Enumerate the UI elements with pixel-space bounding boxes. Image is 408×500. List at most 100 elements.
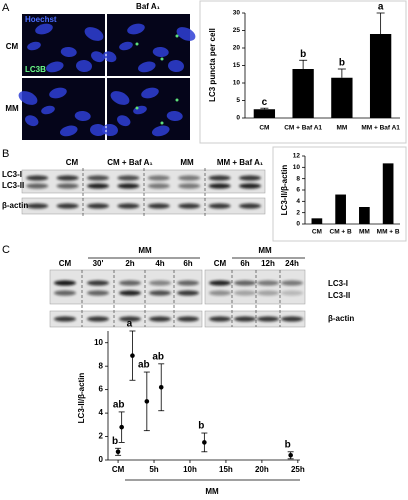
- annotation: ab: [113, 400, 125, 411]
- band: [178, 183, 201, 189]
- puncta: [135, 106, 139, 110]
- point: [115, 449, 121, 455]
- band: [234, 316, 256, 322]
- x-tick-label: 5h: [149, 465, 158, 474]
- puncta: [175, 34, 179, 38]
- y-tick-label: 6: [99, 385, 104, 394]
- band: [257, 316, 279, 322]
- y-tick-label: 10: [233, 80, 241, 87]
- nucleus: [91, 51, 105, 63]
- band: [54, 290, 76, 296]
- nucleus: [84, 27, 104, 41]
- x-tick-label: CM: [112, 465, 125, 474]
- micrograph: [107, 78, 190, 140]
- band: [56, 175, 79, 181]
- y-axis-label: LC3-II/β-actin: [280, 165, 289, 216]
- band: [149, 290, 171, 296]
- puncta: [160, 121, 164, 125]
- x-tick-label: CM: [259, 125, 269, 132]
- y-axis-label: LC3 puncta per cell: [208, 28, 217, 102]
- blot: [204, 269, 306, 305]
- chart-frame: [272, 146, 407, 242]
- nucleus: [127, 23, 145, 35]
- puncta: [160, 57, 164, 61]
- lane-label: CM: [59, 259, 72, 268]
- band: [281, 290, 303, 296]
- band: [117, 175, 140, 181]
- band: [54, 316, 76, 322]
- band: [26, 183, 49, 189]
- panel-label: A: [2, 2, 10, 14]
- band: [26, 203, 49, 209]
- bar: [253, 109, 276, 118]
- lane-label: CM: [214, 259, 227, 268]
- column-header: Baf A₁: [136, 2, 161, 11]
- band: [149, 280, 171, 286]
- nucleus: [41, 105, 55, 115]
- band: [54, 280, 76, 286]
- nucleus: [152, 46, 169, 58]
- nucleus: [74, 110, 91, 122]
- x-tick-label: 15h: [219, 465, 233, 474]
- y-tick-label: 8: [99, 361, 104, 370]
- x-axis-label: MM: [205, 487, 219, 496]
- y-tick-label: 2: [296, 209, 300, 216]
- band: [119, 280, 141, 286]
- x-tick-label: MM: [359, 229, 370, 236]
- chart-frame: [199, 0, 407, 144]
- x-tick-label: CM + B: [330, 229, 353, 236]
- band: [239, 183, 261, 189]
- lane-label: 6h: [183, 259, 192, 268]
- bar: [311, 218, 323, 224]
- x-tick-label: 20h: [255, 465, 269, 474]
- stain-label: LC3B: [25, 65, 46, 74]
- y-tick-label: 4: [99, 408, 104, 417]
- decoration: [18, 14, 306, 328]
- band: [178, 203, 201, 209]
- band: [208, 203, 231, 209]
- y-tick-label: 0: [296, 221, 300, 228]
- band-label: β-actin: [328, 314, 354, 323]
- band: [56, 183, 79, 189]
- blot: [21, 169, 266, 194]
- puncta: [135, 42, 139, 46]
- row-label: MM: [5, 104, 19, 113]
- nucleus: [60, 46, 77, 58]
- group-header: MM: [138, 246, 152, 255]
- band: [87, 175, 109, 181]
- y-tick-label: 8: [296, 175, 300, 182]
- y-tick-label: 12: [293, 153, 301, 160]
- stain-label: Hoechst: [25, 15, 57, 24]
- band: [257, 280, 279, 286]
- blot: [49, 269, 203, 305]
- y-tick-label: 25: [233, 27, 241, 34]
- puncta: [175, 98, 179, 102]
- lane-label: 30': [93, 259, 104, 268]
- nucleus: [90, 123, 106, 137]
- band: [281, 316, 303, 322]
- band: [177, 290, 199, 296]
- nucleus: [166, 110, 183, 122]
- nucleus: [27, 41, 41, 51]
- lane-label: 6h: [240, 259, 249, 268]
- annotation: c: [262, 97, 268, 108]
- nucleus: [151, 125, 170, 137]
- row-label: CM: [6, 42, 19, 51]
- band-label: β-actin: [2, 201, 28, 210]
- band: [177, 280, 199, 286]
- lane-label: CM: [66, 158, 79, 167]
- band-label: LC3-II: [2, 181, 24, 190]
- band: [257, 290, 279, 296]
- band: [209, 280, 231, 286]
- nucleus: [25, 115, 39, 127]
- point: [144, 399, 150, 404]
- nucleus: [137, 61, 156, 73]
- band-label: LC3-I: [328, 279, 348, 288]
- bar: [382, 163, 394, 224]
- band: [239, 175, 261, 181]
- y-tick-label: 4: [296, 198, 300, 205]
- y-tick-label: 5: [236, 97, 240, 104]
- nucleus: [176, 27, 196, 41]
